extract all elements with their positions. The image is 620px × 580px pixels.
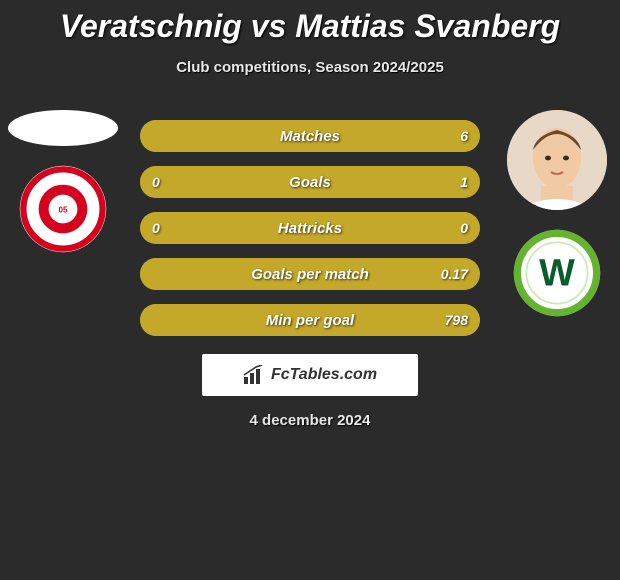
left-player-avatar [8,110,118,146]
stat-value-right: 798 [445,312,468,328]
stat-bar: Min per goal 798 [140,304,480,336]
stat-bar: 0 Goals 1 [140,166,480,198]
player-face-icon [507,110,607,210]
stat-bar: 0 Hattricks 0 [140,212,480,244]
comparison-title: Veratschnig vs Mattias Svanberg [0,0,620,45]
right-player-column: W [502,110,612,318]
stat-label: Matches [280,128,340,145]
left-player-column: 05 [8,110,118,254]
stat-label: Goals per match [251,266,369,283]
right-club-logo: W [512,228,602,318]
stat-value-right: 6 [460,128,468,144]
left-club-logo: 05 [18,164,108,254]
wolfsburg-logo-icon: W [512,228,602,318]
season-subtitle: Club competitions, Season 2024/2025 [0,59,620,76]
stat-value-left: 0 [152,220,160,236]
stat-bar: Goals per match 0.17 [140,258,480,290]
stat-value-right: 0 [460,220,468,236]
brand-attribution: FcTables.com [202,354,418,396]
right-player-avatar [507,110,607,210]
svg-text:W: W [539,253,575,295]
stat-label: Goals [289,174,331,191]
svg-text:05: 05 [59,206,68,215]
stat-value-right: 0.17 [441,266,468,282]
stat-value-left: 0 [152,174,160,190]
stat-label: Hattricks [278,220,342,237]
stat-value-right: 1 [460,174,468,190]
stat-bar: Matches 6 [140,120,480,152]
mainz-logo-icon: 05 [18,164,108,254]
chart-icon [243,365,265,385]
stats-bars: Matches 6 0 Goals 1 0 Hattricks 0 Goals per matc… [140,120,480,336]
stat-label: Min per goal [266,312,354,329]
brand-text: FcTables.com [271,366,377,384]
date-label: 4 december 2024 [250,412,371,429]
